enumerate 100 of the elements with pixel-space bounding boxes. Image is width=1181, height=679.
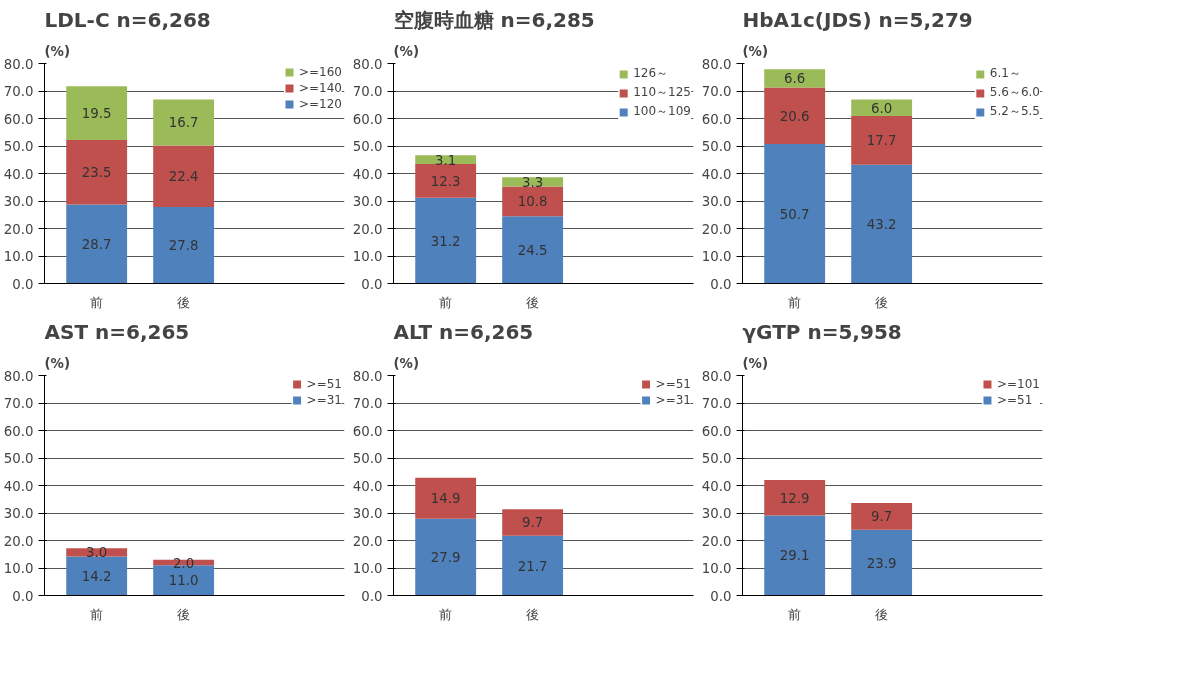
y-tick-label: 70.0 — [3, 84, 34, 99]
legend-label: >=51 — [655, 377, 691, 391]
x-tick-label: 前 — [90, 606, 104, 622]
data-label: 28.7 — [81, 237, 112, 253]
bar — [415, 518, 477, 596]
y-tick-label: 60.0 — [701, 111, 732, 127]
y-tick-label: 50.0 — [701, 139, 732, 154]
y-tick-label: 70.0 — [352, 396, 383, 411]
chart-title: ALT n=6,265 — [393, 319, 534, 344]
data-label: 10.8 — [517, 194, 548, 210]
y-tick-label: 30.0 — [352, 506, 383, 521]
data-label: 14.9 — [430, 491, 461, 507]
y-tick-label: 10.0 — [701, 561, 732, 576]
y-tick-label: 40.0 — [701, 478, 732, 494]
y-axis-title: (%) — [742, 43, 769, 59]
y-tick-label: 10.0 — [3, 249, 34, 264]
data-label: 9.7 — [871, 509, 893, 525]
legend-label: >=140 — [298, 81, 342, 95]
chart-title: 空腹時血糖 n=6,285 — [393, 7, 595, 32]
data-label: 27.9 — [430, 550, 461, 566]
y-tick-label: 70.0 — [352, 84, 383, 99]
legend-label: 6.1～ — [989, 65, 1021, 82]
legend-label: >=101 — [996, 377, 1040, 391]
chart-title: HbA1c(JDS) n=5,279 — [742, 7, 973, 32]
bar — [502, 509, 564, 536]
y-tick-label: 40.0 — [3, 478, 34, 494]
data-label: 43.2 — [866, 217, 897, 233]
x-tick-label: 後 — [177, 606, 191, 622]
bar — [66, 139, 128, 205]
y-tick-label: 80.0 — [3, 56, 34, 72]
y-tick-label: 40.0 — [352, 478, 383, 494]
data-label: 31.2 — [430, 233, 461, 249]
legend-label: 5.2～5.5 — [989, 103, 1040, 120]
legend-label: 5.6～6.0 — [989, 84, 1040, 101]
x-tick-label: 後 — [875, 606, 889, 622]
y-tick-label: 0.0 — [361, 276, 383, 292]
bar — [764, 144, 826, 284]
y-tick-label: 50.0 — [352, 451, 383, 466]
bar — [851, 529, 913, 596]
bar — [851, 164, 913, 284]
y-tick-label: 50.0 — [3, 139, 34, 154]
y-tick-label: 50.0 — [3, 451, 34, 466]
bar — [764, 87, 826, 145]
y-tick-label: 60.0 — [3, 111, 34, 127]
x-tick-label: 前 — [788, 294, 802, 310]
bar — [764, 515, 826, 596]
data-label: 12.3 — [430, 173, 461, 189]
data-label: 12.9 — [779, 490, 810, 506]
bar — [66, 204, 128, 284]
y-tick-label: 20.0 — [3, 533, 34, 549]
y-tick-label: 10.0 — [352, 561, 383, 576]
y-axis-title: (%) — [393, 355, 420, 371]
y-tick-label: 10.0 — [701, 249, 732, 264]
data-label: 23.5 — [81, 165, 112, 181]
y-tick-label: 0.0 — [710, 588, 732, 604]
bar — [502, 216, 564, 284]
y-axis-title: (%) — [742, 355, 769, 371]
legend-label: 100～109 — [633, 103, 691, 120]
y-tick-label: 60.0 — [352, 423, 383, 439]
chart-title: LDL-C n=6,268 — [44, 7, 211, 32]
y-tick-label: 10.0 — [352, 249, 383, 264]
y-tick-label: 80.0 — [701, 56, 732, 72]
y-tick-label: 30.0 — [701, 506, 732, 521]
y-tick-label: 20.0 — [701, 533, 732, 549]
bar — [764, 480, 826, 516]
chart-title: γGTP n=5,958 — [742, 319, 902, 344]
data-label: 19.5 — [81, 106, 112, 122]
data-label: 29.1 — [779, 548, 810, 564]
y-tick-label: 0.0 — [12, 276, 34, 292]
data-label: 16.7 — [168, 115, 199, 131]
legend-label: >=31 — [306, 393, 342, 407]
bar — [502, 535, 564, 596]
y-tick-label: 50.0 — [352, 139, 383, 154]
legend-label: >=31 — [655, 393, 691, 407]
y-tick-label: 50.0 — [701, 451, 732, 466]
y-tick-label: 80.0 — [352, 56, 383, 72]
bar — [153, 207, 215, 284]
y-tick-label: 20.0 — [701, 221, 732, 237]
bar — [415, 197, 477, 284]
y-tick-label: 0.0 — [12, 588, 34, 604]
data-label: 14.2 — [81, 568, 112, 584]
data-label: 23.9 — [866, 555, 897, 571]
y-tick-label: 30.0 — [3, 506, 34, 521]
data-label: 21.7 — [517, 558, 548, 574]
data-label: 22.4 — [168, 169, 199, 185]
chart-title: AST n=6,265 — [44, 319, 190, 344]
data-label: 24.5 — [517, 242, 548, 258]
x-tick-label: 後 — [875, 294, 889, 310]
data-label: 3.1 — [435, 152, 457, 168]
x-tick-label: 前 — [90, 294, 104, 310]
y-tick-label: 60.0 — [3, 423, 34, 439]
data-label: 6.6 — [784, 71, 806, 87]
legend-label: 126～ — [633, 65, 669, 82]
bar — [415, 155, 477, 164]
bar — [415, 477, 477, 519]
data-label: 3.3 — [522, 174, 544, 190]
legend-label: >=120 — [298, 97, 342, 111]
data-label: 50.7 — [779, 206, 810, 222]
data-label: 20.6 — [779, 108, 810, 124]
bar — [502, 186, 564, 217]
